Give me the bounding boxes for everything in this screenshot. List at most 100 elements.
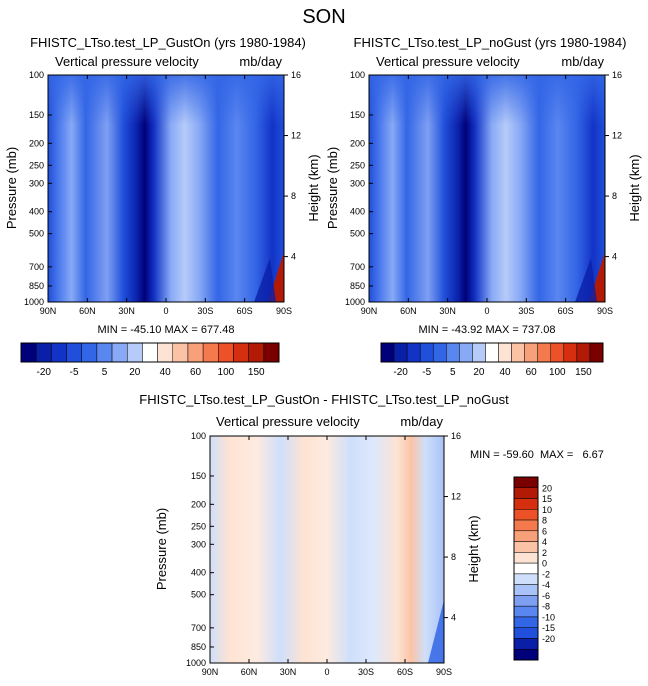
high-latitude-diff-feature — [428, 600, 444, 663]
height-tick-label: 4 — [291, 252, 296, 262]
colorbar-label: 20 — [473, 367, 485, 378]
colorbar-swatch — [419, 342, 434, 363]
colorbar-swatch — [550, 342, 565, 363]
y-tick-label: 1000 — [186, 658, 206, 668]
height-tick-label: 4 — [612, 252, 617, 262]
colorbar-label: 4 — [542, 537, 547, 547]
colorbar-swatch — [393, 342, 408, 363]
colorbar-label: 40 — [499, 367, 511, 378]
colorbar-swatch — [513, 530, 539, 542]
colorbar-label: 150 — [575, 367, 592, 378]
colorbar-swatch — [446, 342, 460, 363]
colorbar-swatch — [432, 342, 447, 363]
y-tick-label: 250 — [350, 160, 365, 170]
colorbar-swatch — [51, 342, 67, 363]
colorbar-swatch — [126, 342, 143, 363]
colorbar-label: -10 — [542, 612, 555, 622]
panel-units-label: mb/day — [239, 54, 282, 69]
figure-suptitle: SON — [302, 6, 345, 28]
colorbar-swatch — [513, 562, 539, 575]
colorbar-swatch — [537, 342, 552, 363]
colorbar-label: -20 — [542, 634, 555, 644]
colorbar-label: 5 — [450, 367, 456, 378]
colorbar-swatch — [263, 342, 280, 363]
colorbar-swatch — [20, 342, 37, 363]
y-tick-label: 150 — [29, 110, 44, 120]
colorbar-label: -4 — [542, 580, 550, 590]
x-tick-label: 30N — [439, 306, 456, 316]
y-tick-label: 400 — [191, 568, 206, 578]
y-axis-right-label: Height (km) — [306, 154, 321, 221]
colorbar-swatch — [459, 342, 473, 363]
x-tick-label: 30N — [280, 667, 297, 677]
colorbar-swatch — [157, 342, 174, 363]
colorbar-label: 5 — [102, 367, 108, 378]
colorbar-swatch — [485, 342, 499, 363]
colorbar-label: 60 — [526, 367, 538, 378]
colorbar-swatch — [513, 541, 539, 553]
colorbar-frame — [20, 342, 280, 363]
colorbar-label: -5 — [70, 367, 79, 378]
panel-left-label: Vertical pressure velocity — [55, 54, 199, 69]
x-tick-label: 90N — [361, 306, 378, 316]
high-latitude-descent-feature — [254, 258, 276, 302]
x-tick-label: 90S — [436, 667, 452, 677]
colorbar-swatch — [513, 595, 539, 607]
panel-units-label: mb/day — [400, 414, 443, 429]
y-tick-label: 100 — [191, 431, 206, 441]
colorbar-swatch — [380, 342, 395, 363]
y-tick-label: 100 — [350, 70, 365, 80]
colorbar-swatch — [513, 552, 539, 564]
colorbar-swatch — [513, 509, 539, 521]
y-tick-label: 500 — [350, 229, 365, 239]
high-latitude-descent-feature — [575, 258, 597, 302]
colorbar-swatch — [81, 342, 98, 363]
colorbar-swatch — [513, 498, 539, 510]
x-tick-label: 60S — [397, 667, 413, 677]
colorbar-swatch — [576, 342, 591, 363]
colorbar-label: 60 — [190, 367, 202, 378]
x-tick-label: 0 — [163, 306, 168, 316]
colorbar-label: 100 — [218, 367, 235, 378]
colorbar-label: 6 — [542, 526, 547, 536]
colorbar-label: 100 — [549, 367, 566, 378]
colorbar-label: -20 — [37, 367, 52, 378]
height-tick-label: 12 — [291, 131, 301, 141]
height-tick-label: 12 — [451, 492, 461, 502]
y-tick-label: 250 — [191, 521, 206, 531]
plot-field-shade — [369, 75, 605, 302]
colorbar-swatch — [513, 584, 539, 596]
colorbar-swatch — [142, 342, 158, 363]
colorbar-label: -20 — [393, 367, 408, 378]
y-tick-label: 200 — [191, 499, 206, 509]
y-tick-label: 700 — [29, 262, 44, 272]
colorbar-label: 20 — [542, 483, 552, 493]
y-tick-label: 300 — [29, 178, 44, 188]
y-tick-label: 250 — [29, 160, 44, 170]
height-tick-label: 8 — [291, 191, 296, 201]
colorbar-swatch — [513, 605, 539, 618]
x-tick-label: 60S — [558, 306, 574, 316]
colorbar-label: 20 — [129, 367, 141, 378]
y-tick-label: 200 — [350, 138, 365, 148]
x-tick-label: 30S — [518, 306, 534, 316]
colorbar-swatch — [511, 342, 525, 363]
colorbar-swatch — [513, 616, 539, 628]
x-tick-label: 60S — [237, 306, 253, 316]
colorbar-frame — [380, 342, 604, 363]
x-tick-label: 0 — [484, 306, 489, 316]
colorbar-swatch — [513, 638, 539, 650]
colorbar-swatch — [513, 573, 539, 585]
y-axis-right-label: Height (km) — [466, 515, 481, 582]
colorbar-swatch — [66, 342, 82, 363]
colorbar-swatch — [248, 342, 265, 363]
y-tick-label: 100 — [29, 70, 44, 80]
y-axis-right-label: Height (km) — [627, 154, 642, 221]
y-tick-label: 1000 — [24, 297, 44, 307]
colorbar-label: 15 — [542, 494, 552, 504]
y-tick-label: 500 — [29, 229, 44, 239]
x-tick-label: 30S — [358, 667, 374, 677]
x-tick-label: 60N — [79, 306, 96, 316]
colorbar-swatch — [524, 342, 538, 363]
panel-units-label: mb/day — [561, 54, 604, 69]
